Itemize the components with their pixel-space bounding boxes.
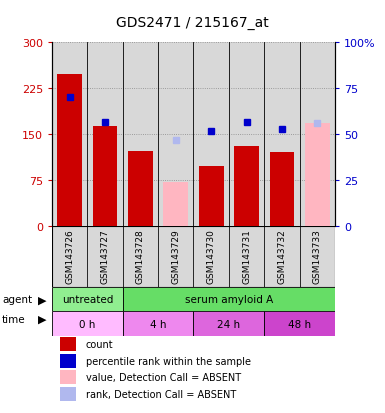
Bar <box>123 311 193 336</box>
Bar <box>264 43 300 226</box>
Bar <box>158 43 193 226</box>
Text: 4 h: 4 h <box>150 319 166 329</box>
Bar <box>264 226 300 287</box>
Text: count: count <box>86 339 114 349</box>
Bar <box>52 226 87 287</box>
Bar <box>158 226 193 287</box>
Bar <box>270 153 294 226</box>
Text: GSM143732: GSM143732 <box>277 229 286 284</box>
Bar <box>52 43 87 226</box>
Text: 0 h: 0 h <box>79 319 95 329</box>
Bar <box>87 43 123 226</box>
Bar <box>300 43 335 226</box>
Bar <box>193 43 229 226</box>
Text: GSM143731: GSM143731 <box>242 229 251 284</box>
Bar <box>93 127 117 226</box>
Text: agent: agent <box>2 294 32 304</box>
Text: untreated: untreated <box>62 294 113 304</box>
Bar <box>193 226 229 287</box>
Text: value, Detection Call = ABSENT: value, Detection Call = ABSENT <box>86 373 241 382</box>
Text: GSM143727: GSM143727 <box>100 229 110 284</box>
Bar <box>229 43 264 226</box>
Bar <box>300 226 335 287</box>
Text: GDS2471 / 215167_at: GDS2471 / 215167_at <box>116 16 269 30</box>
Text: ▶: ▶ <box>38 314 46 324</box>
Bar <box>193 311 264 336</box>
Bar <box>264 311 335 336</box>
Text: GSM143726: GSM143726 <box>65 229 74 284</box>
Bar <box>60 370 76 384</box>
Bar <box>52 287 123 311</box>
Text: GSM143729: GSM143729 <box>171 229 180 284</box>
Text: GSM143728: GSM143728 <box>136 229 145 284</box>
Text: GSM143730: GSM143730 <box>207 229 216 284</box>
Bar <box>123 287 335 311</box>
Bar <box>305 124 330 226</box>
Bar <box>229 226 264 287</box>
Bar <box>60 354 76 368</box>
Text: GSM143733: GSM143733 <box>313 229 322 284</box>
Text: ▶: ▶ <box>38 294 46 304</box>
Bar <box>199 166 224 226</box>
Bar <box>123 43 158 226</box>
Text: 24 h: 24 h <box>217 319 240 329</box>
Text: 48 h: 48 h <box>288 319 311 329</box>
Bar <box>60 338 76 351</box>
Bar <box>123 226 158 287</box>
Bar <box>60 387 76 401</box>
Text: rank, Detection Call = ABSENT: rank, Detection Call = ABSENT <box>86 389 236 399</box>
Bar <box>128 152 153 226</box>
Bar <box>87 226 123 287</box>
Bar <box>57 75 82 226</box>
Bar <box>163 182 188 226</box>
Bar <box>234 147 259 226</box>
Text: time: time <box>2 314 25 324</box>
Text: percentile rank within the sample: percentile rank within the sample <box>86 356 251 366</box>
Text: serum amyloid A: serum amyloid A <box>185 294 273 304</box>
Bar <box>52 311 123 336</box>
